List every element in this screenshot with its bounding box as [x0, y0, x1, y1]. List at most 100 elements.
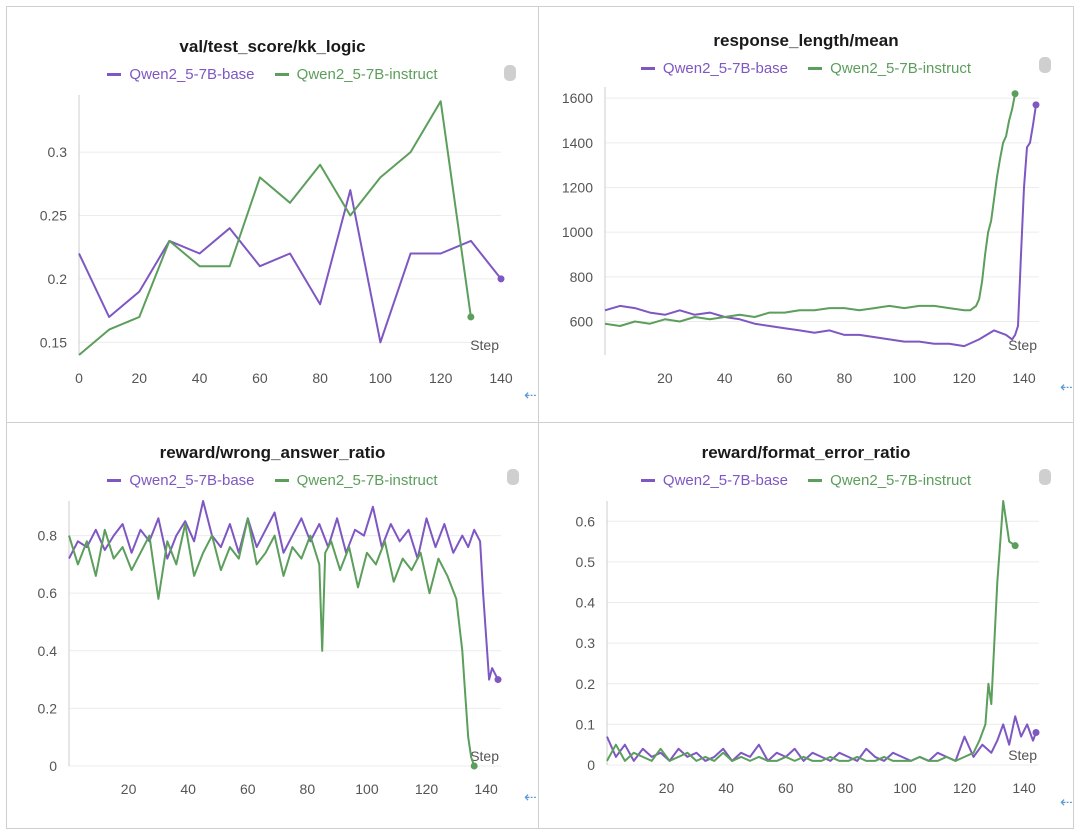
y-tick-label: 0.15 [40, 334, 67, 350]
x-tick-label: 20 [657, 370, 673, 386]
x-axis-label: Step [1008, 747, 1037, 763]
legend-swatch-base [640, 479, 655, 482]
x-tick-label: 80 [838, 780, 854, 796]
x-tick-label: 120 [415, 781, 439, 797]
y-tick-label: 0 [587, 757, 595, 773]
chart-title: reward/format_error_ratio [701, 443, 911, 462]
y-tick-label: 0.1 [576, 716, 596, 732]
x-axis-label: Step [1008, 337, 1037, 353]
y-tick-label: 0.2 [38, 700, 58, 716]
y-tick-label: 0.6 [576, 513, 596, 529]
x-tick-label: 120 [952, 370, 976, 386]
legend-label-instruct: Qwen2_5-7B-instruct [296, 66, 438, 83]
series-line [78, 189, 502, 344]
x-tick-label: 140 [1012, 370, 1036, 386]
legend-item-base[interactable]: Qwen2_5-7B-base [107, 66, 255, 83]
y-tick-label: 1400 [562, 135, 593, 151]
legend-swatch-base [107, 73, 122, 76]
x-tick-label: 80 [300, 781, 316, 797]
chart-plot: 600 800 1000 1200 1400 1600 20 40 60 80 100 120 140 S… [562, 87, 1040, 386]
legend-label-base: Qwen2_5-7B-base [129, 472, 255, 489]
legend-item-base[interactable]: Qwen2_5-7B-base [107, 472, 255, 489]
panel-menu-icon[interactable] [1039, 57, 1051, 73]
side-expand-icon[interactable]: ⇠ [1060, 379, 1073, 396]
chart-panel-val-test-score: 0.15 0.2 0.25 0.3 0 20 40 60 80 100 120 140 Step val… [6, 6, 539, 423]
x-tick-label: 140 [1012, 780, 1036, 796]
panel-menu-icon[interactable] [507, 469, 519, 485]
legend-item-instruct[interactable]: Qwen2_5-7B-instruct [808, 472, 971, 489]
legend-item-instruct[interactable]: Qwen2_5-7B-instruct [808, 60, 971, 77]
chart-title: reward/wrong_answer_ratio [159, 443, 386, 462]
panel-menu-icon[interactable] [504, 65, 516, 81]
series-line [604, 104, 1037, 348]
side-expand-icon[interactable]: ⇠ [524, 789, 537, 806]
x-tick-label: 80 [837, 370, 853, 386]
x-tick-label: 100 [369, 370, 393, 386]
legend-swatch-base [640, 67, 655, 70]
x-tick-label: 100 [893, 370, 917, 386]
legend-item-base[interactable]: Qwen2_5-7B-base [640, 472, 788, 489]
legend-label-instruct: Qwen2_5-7B-instruct [830, 60, 972, 77]
y-tick-label: 0.5 [576, 554, 596, 570]
side-expand-icon[interactable]: ⇠ [524, 387, 537, 404]
x-tick-label: 60 [240, 781, 256, 797]
x-tick-label: 120 [429, 370, 453, 386]
legend-item-instruct[interactable]: Qwen2_5-7B-instruct [274, 66, 438, 83]
x-tick-label: 20 [131, 370, 147, 386]
legend-label-base: Qwen2_5-7B-base [662, 60, 788, 77]
y-tick-label: 1600 [562, 90, 593, 106]
chart-plot: 0 0.1 0.2 0.3 0.4 0.5 0.6 20 40 60 80 100 120 140 Step [576, 500, 1040, 796]
x-tick-label: 40 [192, 370, 208, 386]
chart-title: val/test_score/kk_logic [179, 37, 366, 56]
series-end-point [1011, 542, 1019, 550]
series-end-point [467, 313, 475, 321]
side-expand-icon[interactable]: ⇠ [1060, 794, 1073, 811]
x-tick-label: 20 [121, 781, 137, 797]
chart-legend: Qwen2_5-7B-base Qwen2_5-7B-instruct [539, 469, 1073, 489]
y-tick-label: 0.25 [40, 207, 67, 223]
series-line [604, 93, 1017, 327]
series-line [68, 517, 476, 767]
x-tick-label: 40 [718, 780, 734, 796]
legend-swatch-instruct [274, 73, 289, 76]
chart-panel-format-error-ratio: 0 0.1 0.2 0.3 0.4 0.5 0.6 20 40 60 80 100 120 140 Step… [538, 422, 1074, 829]
legend-item-base[interactable]: Qwen2_5-7B-base [640, 60, 788, 77]
x-tick-label: 60 [778, 780, 794, 796]
chart-plot: 0.15 0.2 0.25 0.3 0 20 40 60 80 100 120 140 Step [40, 95, 513, 386]
panel-menu-icon[interactable] [1039, 469, 1051, 485]
y-tick-label: 0.6 [38, 585, 58, 601]
y-tick-label: 0.4 [38, 643, 58, 659]
series-line [68, 500, 499, 681]
legend-label-base: Qwen2_5-7B-base [662, 472, 788, 489]
series-end-point [497, 275, 505, 283]
x-tick-label: 20 [659, 780, 675, 796]
legend-swatch-instruct [808, 67, 823, 70]
y-tick-label: 0.3 [48, 144, 68, 160]
series-line [606, 500, 1016, 762]
legend-item-instruct[interactable]: Qwen2_5-7B-instruct [274, 472, 438, 489]
y-tick-label: 0.2 [48, 271, 68, 287]
x-tick-label: 100 [355, 781, 379, 797]
x-tick-label: 0 [75, 370, 83, 386]
y-tick-label: 0.2 [576, 676, 596, 692]
x-tick-label: 40 [717, 370, 733, 386]
series-line [606, 715, 1037, 762]
y-tick-label: 0.8 [38, 528, 58, 544]
y-tick-label: 1000 [562, 224, 593, 240]
legend-label-instruct: Qwen2_5-7B-instruct [296, 472, 438, 489]
x-axis-label: Step [470, 337, 499, 353]
y-tick-label: 0 [49, 758, 57, 774]
chart-title: response_length/mean [713, 31, 899, 50]
chart-panel-response-length: 600 800 1000 1200 1400 1600 20 40 60 80 100 120 140 S… [538, 6, 1074, 423]
x-axis-label: Step [470, 748, 499, 764]
x-tick-label: 80 [312, 370, 328, 386]
x-tick-label: 60 [252, 370, 268, 386]
y-tick-label: 1200 [562, 180, 593, 196]
series-end-point [494, 676, 502, 684]
legend-label-instruct: Qwen2_5-7B-instruct [830, 472, 972, 489]
x-tick-label: 40 [180, 781, 196, 797]
chart-panel-wrong-answer-ratio: 0 0.2 0.4 0.6 0.8 20 40 60 80 100 120 140 Step rewar… [6, 422, 539, 829]
y-tick-label: 800 [570, 269, 594, 285]
y-tick-label: 0.3 [576, 635, 596, 651]
x-tick-label: 100 [893, 780, 917, 796]
